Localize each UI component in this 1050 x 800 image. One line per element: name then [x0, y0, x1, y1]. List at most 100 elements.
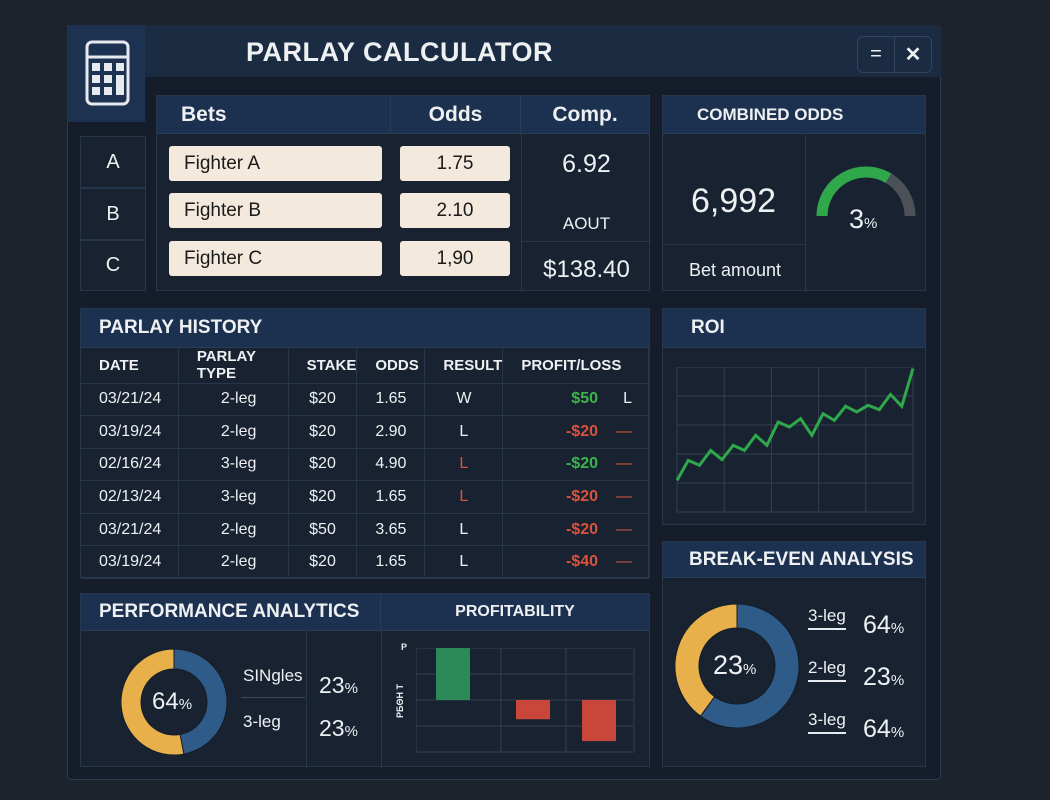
legend-value: 64% — [863, 611, 905, 639]
bet-letters: A B C — [80, 136, 146, 291]
comp-value: 6.92 — [562, 149, 611, 178]
legend-label: SINgles — [243, 666, 303, 685]
profit-bar — [436, 648, 470, 700]
performance-center: 64% — [152, 688, 193, 715]
cell-stake: $20 — [288, 545, 358, 580]
trend-mark: L — [623, 390, 632, 408]
cell-result: L — [424, 513, 504, 547]
table-row[interactable]: 03/21/24 2-leg $20 1.65 W $50 L — [81, 383, 649, 417]
profit-loss: -$20 — [565, 520, 598, 538]
bet-letter: C — [80, 240, 146, 291]
close-icon[interactable]: ✕ — [904, 44, 922, 66]
profit-bar — [582, 700, 616, 742]
combined-odds-panel: COMBINED ODDS 6,992 Bet amount 3% — [662, 95, 926, 292]
cell-odds: 1.65 — [356, 480, 426, 514]
cell-odds: 1.65 — [356, 383, 426, 417]
parlay-history-panel: PARLAY HISTORY DATE PARLAY TYPE STAKE ODDS R… — [80, 308, 650, 580]
profit-loss: -$40 — [565, 553, 598, 571]
trend-mark: — — [616, 553, 632, 571]
cell-odds: 4.90 — [356, 448, 426, 482]
table-row[interactable]: 02/13/24 3-leg $20 1.65 L -$20 — — [81, 480, 649, 514]
cell-result: W — [424, 383, 504, 417]
cell-odds: 1.65 — [356, 545, 426, 580]
cell-date: 02/16/24 — [81, 448, 179, 482]
cell-date: 02/13/24 — [81, 480, 179, 514]
minimize-icon[interactable]: = — [858, 37, 895, 72]
performance-title: PERFORMANCE ANALYTICS — [81, 594, 381, 630]
legend-value: 64% — [863, 715, 905, 743]
donut-slice — [699, 604, 799, 728]
profit-bar — [516, 700, 550, 720]
y-axis-label: PБΘH T — [394, 684, 405, 718]
bet-letter: A — [80, 136, 146, 188]
legend-label: 2-leg — [808, 658, 846, 682]
trend-mark: — — [616, 455, 632, 473]
cell-result: L — [424, 545, 504, 580]
cell-type: 3-leg — [178, 480, 289, 514]
cell-result: L — [424, 480, 504, 514]
cell-odds: 3.65 — [356, 513, 426, 547]
cell-date: 03/19/24 — [81, 415, 179, 449]
y-top-label: P — [401, 642, 408, 652]
table-row[interactable]: 03/19/24 2-leg $20 1.65 L -$40 — — [81, 545, 649, 580]
performance-donut — [121, 649, 227, 755]
column-header: ODDS — [356, 348, 426, 384]
profit-loss: -$20 — [565, 422, 598, 440]
cell-date: 03/21/24 — [81, 383, 179, 417]
column-header: STAKE — [288, 348, 358, 384]
cell-result: L — [424, 448, 504, 482]
gauge — [816, 166, 916, 217]
profitability-chart — [416, 648, 635, 753]
odds-input[interactable]: 1.75 — [400, 146, 510, 181]
trend-mark: — — [616, 488, 632, 506]
cell-stake: $20 — [288, 480, 358, 514]
table-row[interactable]: 03/21/24 2-leg $50 3.65 L -$20 — — [81, 513, 649, 547]
profit-loss: -$20 — [565, 488, 598, 506]
table-row[interactable]: 02/16/24 3-leg $20 4.90 L -$20 — — [81, 448, 649, 482]
cell-date: 03/21/24 — [81, 513, 179, 547]
cell-stake: $20 — [288, 415, 358, 449]
cell-type: 2-leg — [178, 545, 289, 580]
legend-label: 3-leg — [808, 606, 846, 630]
trend-mark: — — [616, 520, 632, 538]
roi-title: ROI — [663, 309, 925, 348]
donut-slice — [173, 649, 227, 755]
combined-odds-title: COMBINED ODDS — [663, 96, 925, 134]
history-title: PARLAY HISTORY — [81, 309, 649, 348]
cell-type: 2-leg — [178, 513, 289, 547]
window-controls: = ✕ — [857, 36, 932, 73]
cell-type: 2-leg — [178, 415, 289, 449]
cell-date: 03/19/24 — [81, 545, 179, 580]
cell-stake: $50 — [288, 513, 358, 547]
legend-label: 3-leg — [243, 712, 281, 731]
trend-mark: — — [616, 422, 632, 440]
comp-header: Comp. — [552, 102, 618, 126]
payout-value: $138.40 — [543, 256, 630, 283]
profit-loss: -$20 — [565, 455, 598, 473]
break-even-title: BREAK-EVEN ANALYSIS — [663, 542, 925, 578]
profit-loss: $50 — [571, 390, 598, 408]
payout-label: AOUT — [522, 206, 651, 242]
gauge-value: 3% — [849, 204, 878, 234]
break-even-center: 23% — [713, 650, 757, 680]
cell-type: 3-leg — [178, 448, 289, 482]
bets-panel: Bets Odds Comp. Fighter A Fighter B Figh… — [156, 95, 651, 292]
calculator-icon — [67, 25, 145, 122]
bet-name-input[interactable]: Fighter B — [169, 193, 382, 228]
odds-input[interactable]: 1,90 — [400, 241, 510, 276]
legend-value: 23% — [863, 663, 905, 691]
bet-name-input[interactable]: Fighter C — [169, 241, 382, 276]
cell-type: 2-leg — [178, 383, 289, 417]
title-bar — [67, 25, 941, 77]
roi-line — [675, 368, 915, 482]
table-row[interactable]: 03/19/24 2-leg $20 2.90 L -$20 — — [81, 415, 649, 449]
column-header: PROFIT/LOSS — [502, 348, 649, 384]
performance-panel: PERFORMANCE ANALYTICS PROFITABILITY 64% … — [80, 593, 650, 768]
bets-header: Bets — [157, 96, 391, 133]
legend-label: 3-leg — [808, 710, 846, 734]
odds-input[interactable]: 2.10 — [400, 193, 510, 228]
column-header: RESULT — [424, 348, 504, 384]
bet-name-input[interactable]: Fighter A — [169, 146, 382, 181]
cell-result: L — [424, 415, 504, 449]
combined-odds-value: 6,992 — [691, 182, 777, 220]
